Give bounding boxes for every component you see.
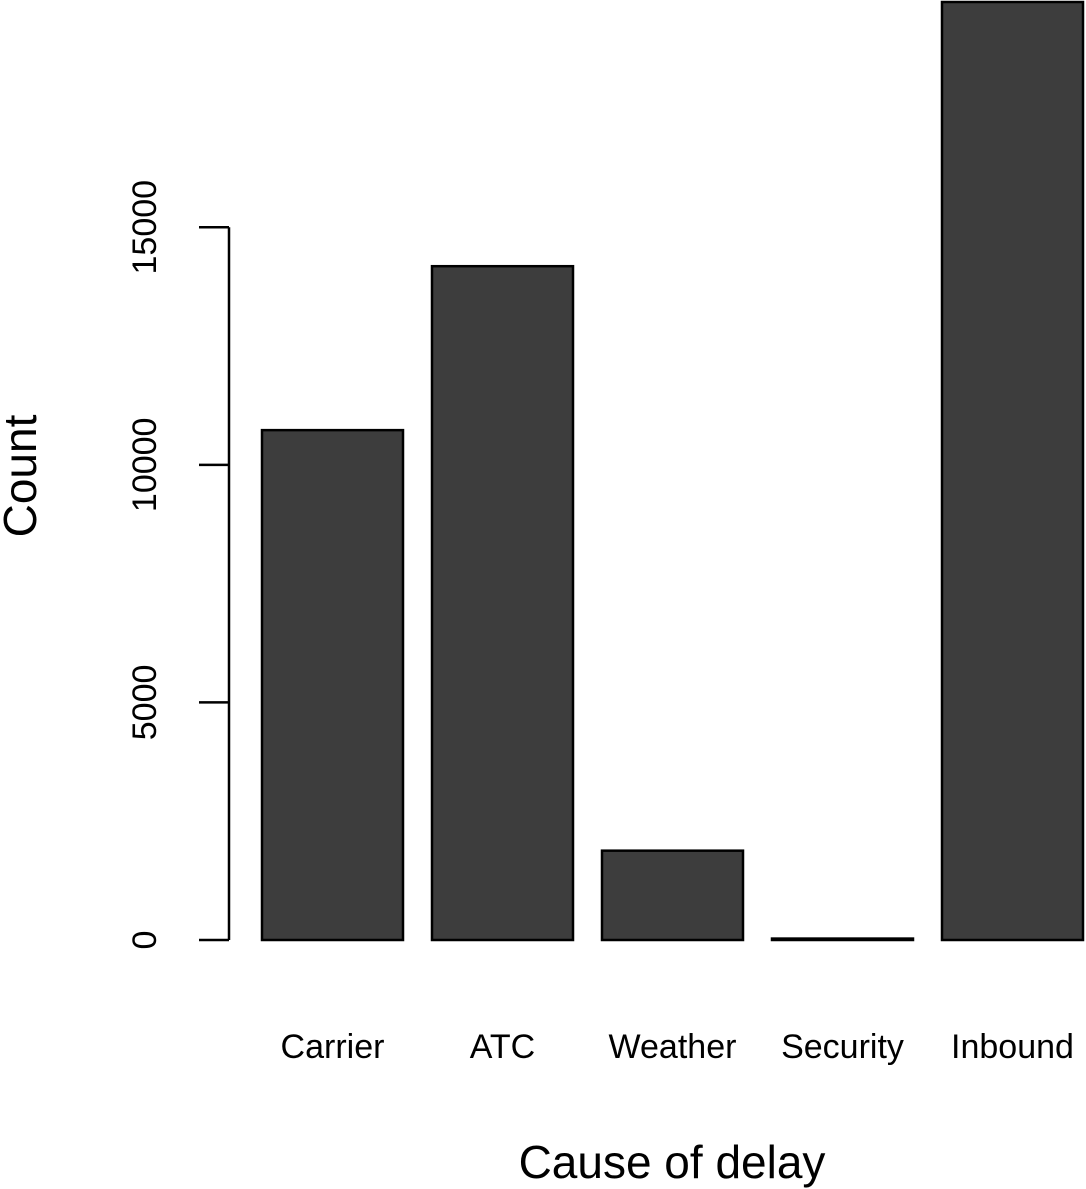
y-tick-label: 15000 [126,180,164,275]
bar-carrier [260,428,405,942]
x-tick-label-security: Security [781,1028,904,1066]
y-tick-label: 10000 [126,418,164,513]
x-tick-label-weather: Weather [609,1028,737,1066]
x-tick-label-carrier: Carrier [281,1028,385,1066]
bar-security [770,937,915,942]
x-tick-labels: Carrier ATC Weather Security Inbound [281,1028,1074,1066]
bar-atc [430,264,575,942]
bar-inbound [940,0,1085,942]
y-tick-label: 0 [126,931,164,950]
x-tick-label-atc: ATC [470,1028,535,1066]
x-axis-title: Cause of delay [519,1136,826,1188]
y-axis-title: Count [0,414,46,537]
y-axis: 0 5000 10000 15000 [126,180,231,950]
y-ticks: 0 5000 10000 15000 [126,180,229,950]
bars [260,0,1085,942]
bar-weather [600,849,745,942]
x-tick-label-inbound: Inbound [951,1028,1074,1066]
y-tick-label: 5000 [126,665,164,741]
